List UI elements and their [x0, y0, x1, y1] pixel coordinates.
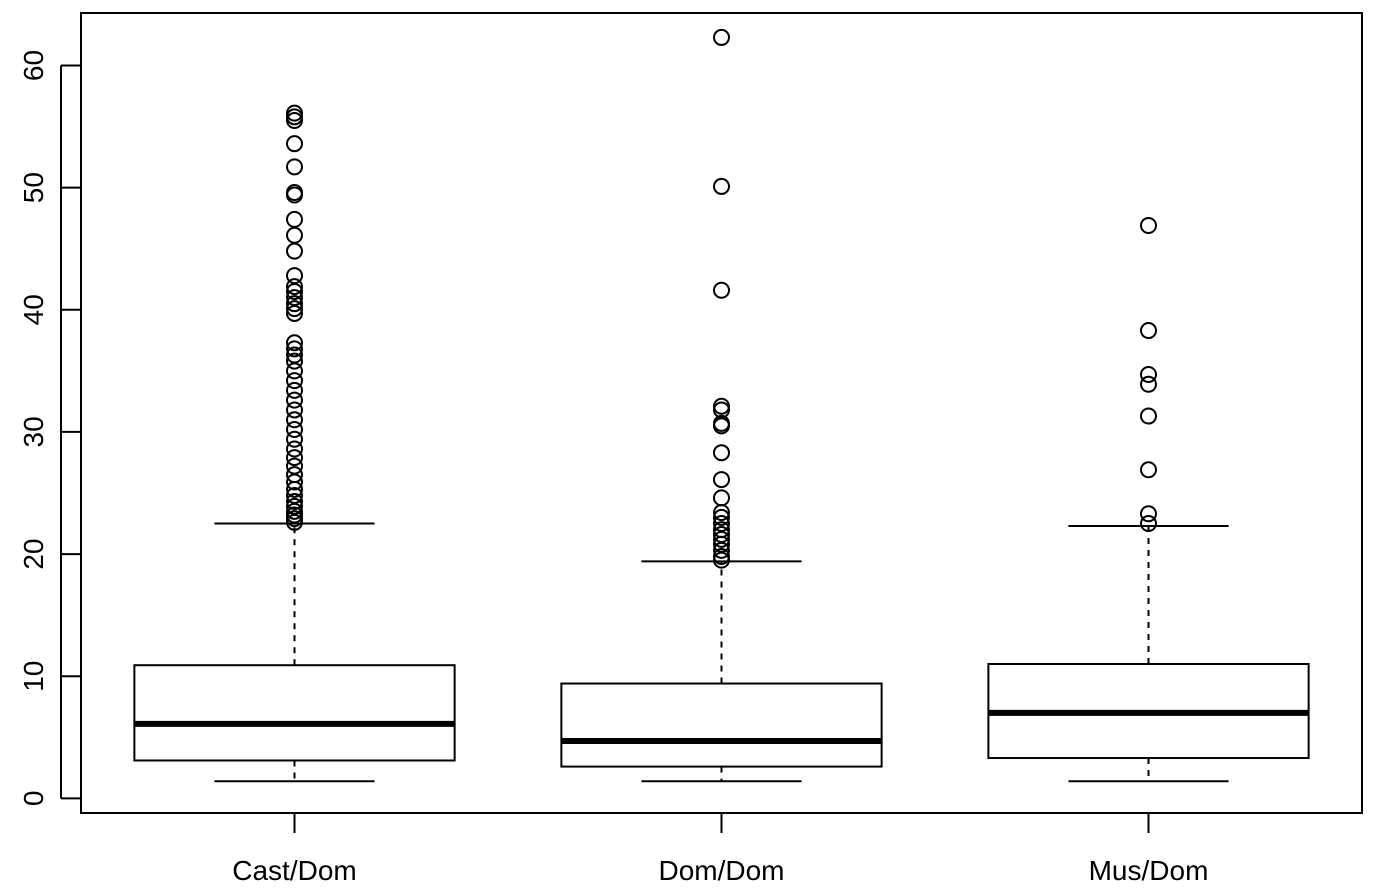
outlier-point	[286, 449, 303, 467]
y-tick-label: 20	[18, 538, 49, 569]
y-tick-label: 60	[18, 50, 49, 81]
outlier-point	[1140, 505, 1157, 523]
outlier-point	[286, 372, 303, 390]
outlier-point	[286, 104, 303, 122]
outlier-point	[286, 457, 303, 475]
outlier-point	[713, 508, 730, 526]
outlier-point	[286, 493, 303, 511]
outlier-point	[286, 289, 303, 307]
outlier-point	[286, 184, 303, 202]
y-tick-label: 0	[18, 791, 49, 807]
outlier-point	[286, 486, 303, 504]
outlier-point	[713, 414, 730, 432]
outlier-point	[713, 526, 730, 544]
outlier-point	[286, 242, 303, 260]
outlier-point	[286, 346, 303, 364]
box-1	[133, 104, 456, 783]
outlier-point	[286, 411, 303, 429]
outlier-point	[1140, 322, 1157, 340]
x-tick-label: Dom/Dom	[658, 855, 784, 886]
outlier-point	[286, 210, 303, 228]
y-axis: 0 10 20 30 40 50 60	[18, 50, 81, 806]
outlier-point	[1140, 217, 1157, 235]
outlier-point	[286, 401, 303, 419]
outlier-point	[286, 300, 303, 318]
outlier-point	[286, 267, 303, 285]
outlier-point	[286, 440, 303, 458]
outlier-point	[1140, 366, 1157, 384]
outlier-point	[286, 420, 303, 438]
outlier-point	[286, 430, 303, 448]
box-2	[560, 28, 883, 783]
outlier-point	[286, 278, 303, 296]
outlier-point	[286, 135, 303, 153]
outlier-point	[713, 397, 730, 415]
box-3	[987, 217, 1310, 783]
outlier-point	[713, 177, 730, 195]
outlier-point	[286, 108, 303, 126]
outlier-point	[1140, 407, 1157, 425]
outlier-point	[286, 226, 303, 244]
outlier-point	[286, 391, 303, 409]
boxes	[133, 28, 1310, 783]
outlier-point	[713, 281, 730, 299]
x-tick-label: Mus/Dom	[1089, 855, 1209, 886]
outlier-point	[286, 334, 303, 352]
outlier-point	[286, 352, 303, 370]
outlier-point	[713, 28, 730, 46]
x-tick-label: Cast/Dom	[232, 855, 356, 886]
outlier-point	[713, 471, 730, 489]
outlier-point	[1140, 375, 1157, 393]
outlier-point	[713, 548, 730, 566]
outlier-point	[1140, 461, 1157, 479]
outlier-point	[713, 515, 730, 533]
y-tick-label: 30	[18, 416, 49, 447]
y-tick-label: 40	[18, 294, 49, 325]
x-axis: Cast/Dom Dom/Dom Mus/Dom	[232, 812, 1209, 886]
y-tick-label: 10	[18, 661, 49, 692]
outlier-point	[286, 497, 303, 515]
outlier-point	[713, 489, 730, 507]
outlier-point	[286, 381, 303, 399]
box-iqr	[560, 682, 883, 768]
outlier-point	[713, 521, 730, 539]
box-iqr	[133, 664, 456, 762]
outlier-point	[286, 295, 303, 313]
y-tick-label: 50	[18, 172, 49, 203]
outlier-point	[286, 158, 303, 176]
outlier-point	[286, 466, 303, 484]
outlier-point	[1140, 515, 1157, 533]
outlier-point	[713, 444, 730, 462]
outlier-point	[286, 340, 303, 358]
